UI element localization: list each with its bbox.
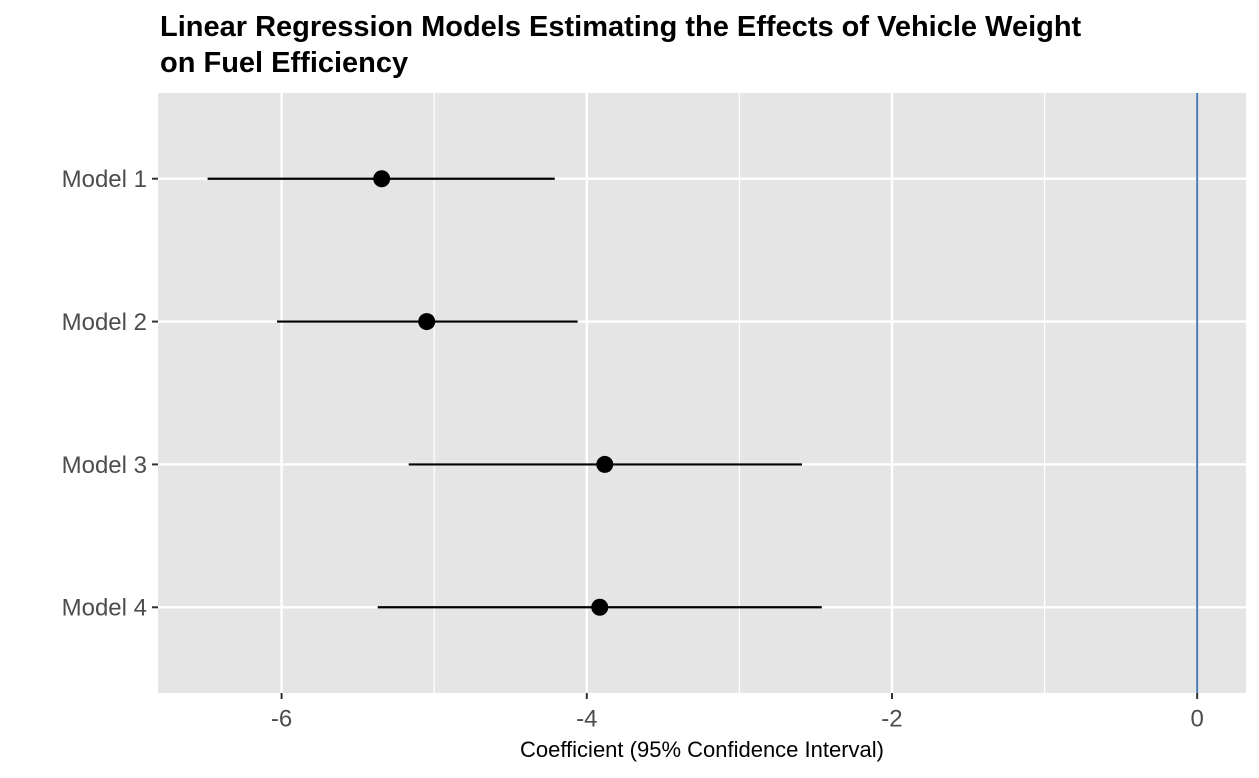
x-tick-label: -2	[881, 705, 902, 732]
x-tick-label: -6	[271, 705, 292, 732]
x-axis-label: Coefficient (95% Confidence Interval)	[520, 737, 884, 762]
y-tick-label: Model 4	[62, 595, 147, 622]
estimate-point	[591, 598, 609, 616]
x-tick-label: -4	[576, 705, 597, 732]
estimate-point	[596, 455, 614, 473]
estimate-point	[373, 170, 391, 188]
y-tick-label: Model 2	[62, 309, 147, 336]
chart-title: on Fuel Efficiency	[160, 47, 408, 79]
panel	[158, 93, 1246, 693]
estimate-point	[418, 313, 436, 331]
y-tick-label: Model 1	[62, 166, 147, 193]
y-tick-label: Model 3	[62, 452, 147, 479]
chart-title: Linear Regression Models Estimating the …	[160, 11, 1082, 43]
x-tick-label: 0	[1190, 705, 1203, 732]
